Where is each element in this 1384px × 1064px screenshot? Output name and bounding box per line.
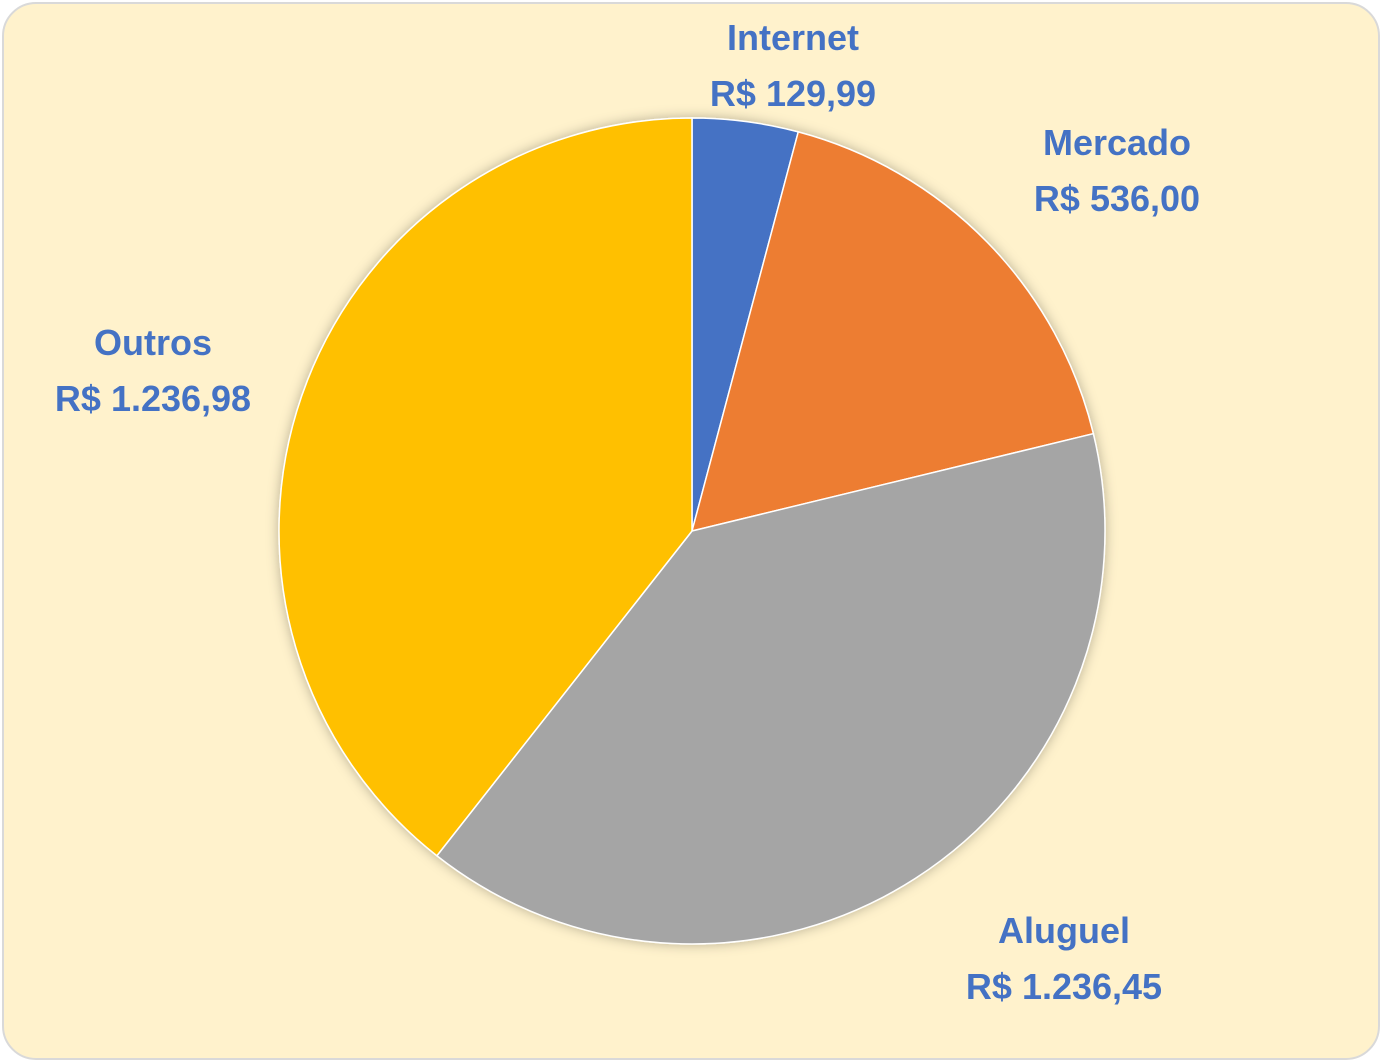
data-label-aluguel: Aluguel R$ 1.236,45 bbox=[966, 903, 1162, 1015]
data-label-mercado: Mercado R$ 536,00 bbox=[1034, 115, 1200, 227]
slice-name-mercado: Mercado bbox=[1042, 122, 1192, 163]
data-label-outros: Outros R$ 1.236,98 bbox=[55, 315, 251, 427]
pie-slice-outros bbox=[278, 117, 693, 857]
data-label-internet: Internet R$ 129,99 bbox=[710, 10, 876, 122]
slice-name-aluguel: Aluguel bbox=[998, 910, 1130, 951]
slice-value-aluguel: R$ 1.236,45 bbox=[965, 966, 1163, 1007]
pie-slice-aluguel bbox=[435, 432, 1106, 945]
slice-name-outros: Outros bbox=[93, 322, 212, 363]
slice-name-internet: Internet bbox=[726, 17, 860, 58]
slice-value-outros: R$ 1.236,98 bbox=[54, 378, 252, 419]
pie-slice-mercado bbox=[690, 130, 1095, 533]
slice-value-mercado: R$ 536,00 bbox=[1033, 178, 1201, 219]
slice-value-internet: R$ 129,99 bbox=[709, 73, 877, 114]
